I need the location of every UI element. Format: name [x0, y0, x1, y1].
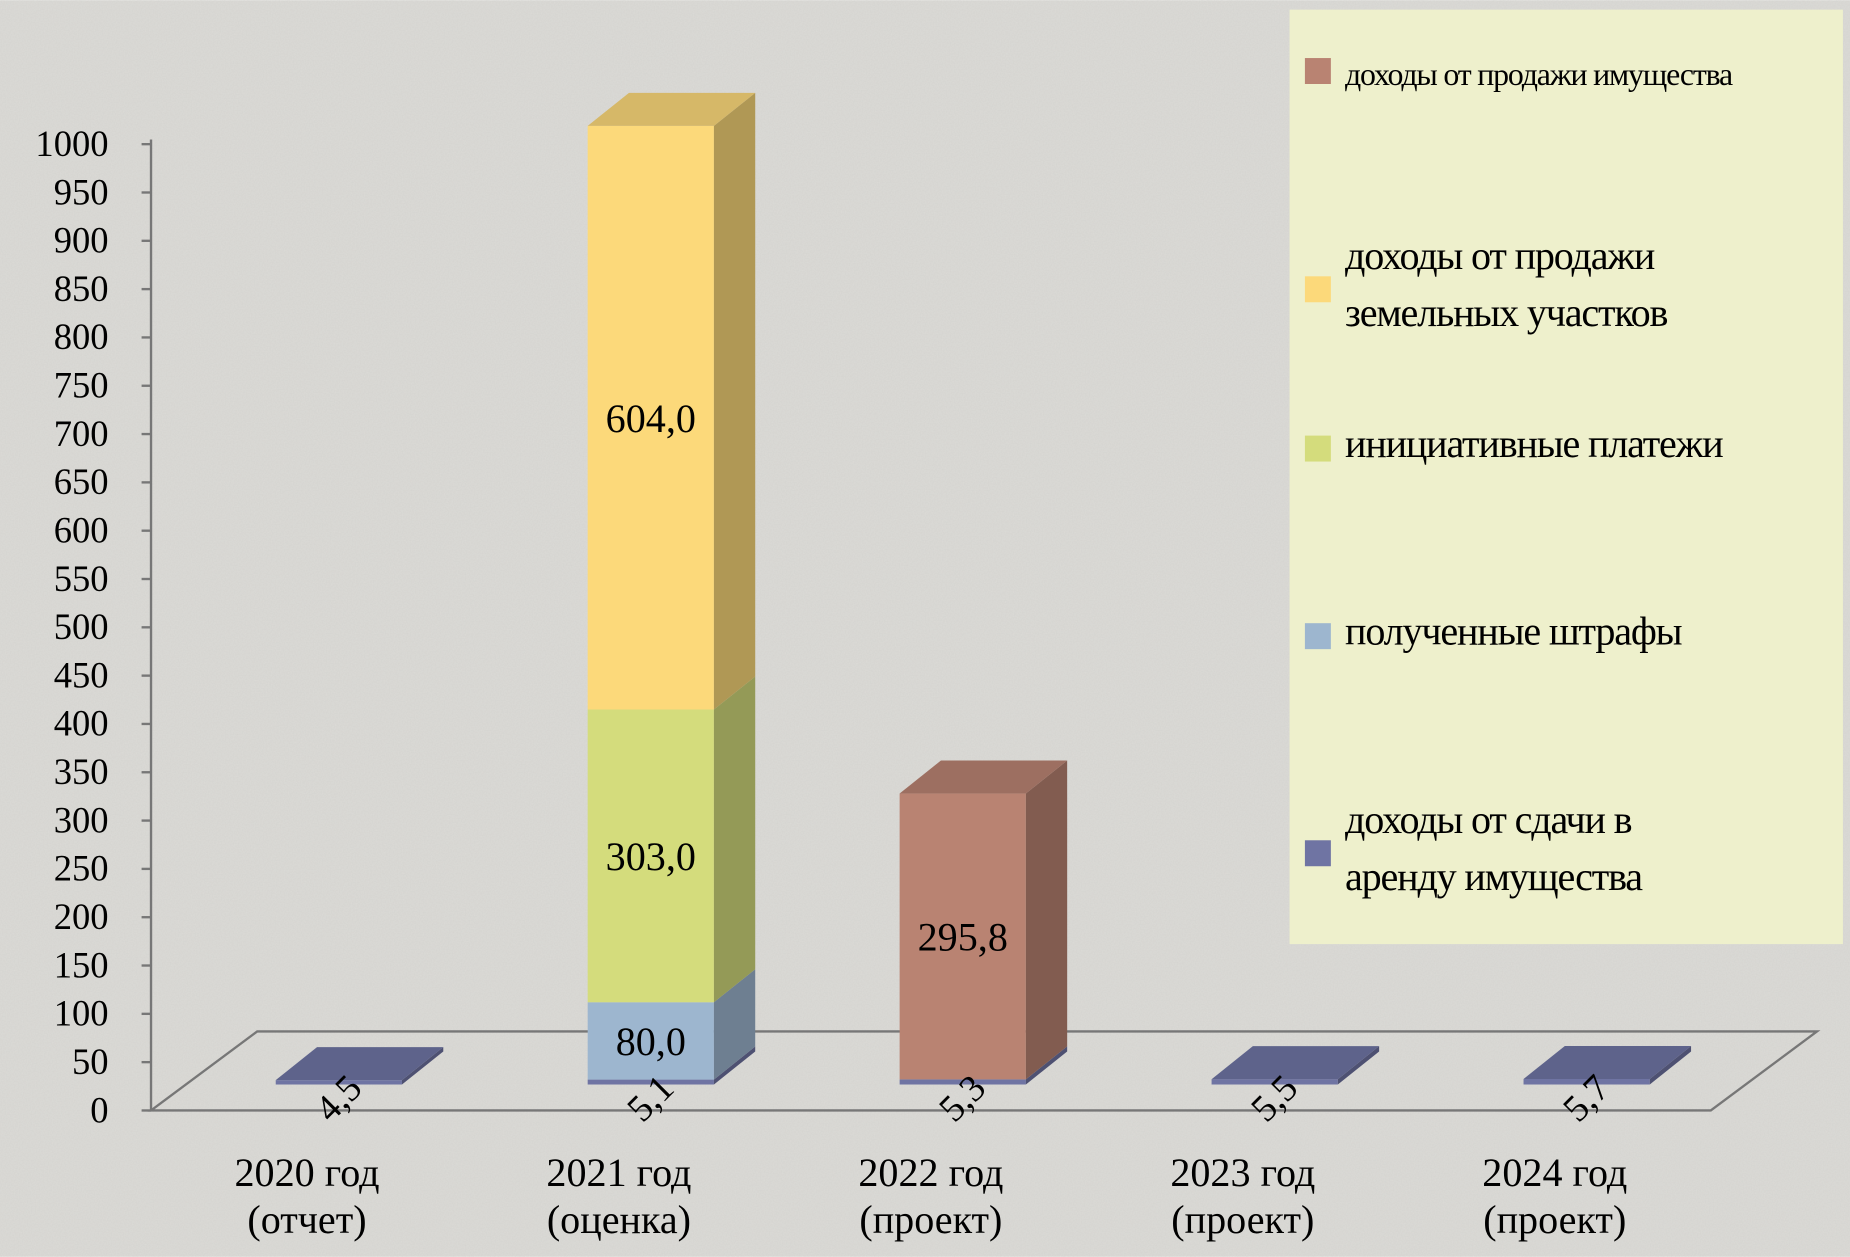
legend-label: доходы от продажи имущества [1345, 56, 1733, 93]
y-tick-label: 300 [54, 799, 109, 840]
bar-side [713, 969, 756, 1080]
y-tick-label: 200 [54, 896, 109, 937]
y-tick-label: 1000 [35, 123, 108, 164]
bar-top [587, 92, 756, 126]
bar-side [713, 676, 756, 1003]
bar-segment [899, 1079, 1026, 1085]
data-label: 604,0 [606, 396, 696, 441]
legend-label-box: полученные штрафы [1345, 610, 1683, 654]
bar-top [275, 1047, 444, 1081]
legend-swatch [1304, 58, 1331, 85]
bar-segment [587, 125, 714, 710]
y-tick-label: 500 [54, 606, 109, 647]
y-tick-label: 900 [54, 220, 109, 261]
legend-label-box: доходы от продажи земельных участков [1345, 235, 1668, 336]
bar-side [713, 1046, 756, 1085]
bar-segment [899, 793, 1026, 1080]
bar-top [899, 760, 1068, 794]
y-tick-label: 950 [54, 171, 109, 212]
legend-label-box: доходы от сдачи в аренду имущества [1345, 798, 1643, 900]
y-tick-label: 750 [54, 365, 109, 406]
bar-segment [275, 1080, 402, 1085]
bar-side [1025, 760, 1068, 1080]
legend-label-box: инициативные платежи [1345, 422, 1724, 467]
x-tick-label: 2024 год (проект) [1482, 1151, 1628, 1243]
bar-segment [587, 709, 714, 1003]
y-tick-label: 250 [54, 848, 109, 889]
y-tick-label: 0 [90, 1089, 108, 1130]
bar-top [1211, 1046, 1380, 1080]
x-tick-label-box: 2024 год (проект) [1482, 1151, 1628, 1243]
y-tick-label: 550 [54, 558, 109, 599]
y-tick-label: 850 [54, 268, 109, 309]
bar-side [713, 92, 756, 710]
x-tick-label: 2020 год (отчет) [234, 1151, 380, 1243]
y-tick-label: 150 [54, 944, 109, 985]
y-tick-label: 700 [54, 413, 109, 454]
data-label: 303,0 [606, 834, 696, 879]
bar-side [1025, 1046, 1068, 1085]
y-tick-label: 50 [72, 1041, 109, 1082]
x-tick-label: 2023 год (проект) [1170, 1151, 1316, 1243]
legend-label: доходы от сдачи в аренду имущества [1345, 798, 1643, 900]
bar-segment [1523, 1079, 1650, 1085]
bar-side [1337, 1046, 1380, 1085]
y-tick-label: 100 [54, 993, 109, 1034]
x-tick-label-box: 2021 год (оценка) [546, 1151, 692, 1243]
y-tick-label: 400 [54, 703, 109, 744]
bar-side [1649, 1045, 1692, 1085]
x-tick-label: 2021 год (оценка) [546, 1151, 692, 1243]
y-tick-label: 450 [54, 654, 109, 695]
bar-segment [587, 1002, 714, 1080]
bar-top [1523, 1045, 1692, 1080]
legend-swatch [1304, 276, 1331, 303]
y-tick-label: 800 [54, 316, 109, 357]
y-tick-label: 350 [54, 751, 109, 792]
legend-box [1289, 9, 1843, 945]
bar-segment [1211, 1079, 1338, 1085]
y-tick-label: 600 [54, 509, 109, 550]
x-tick-label-box: 2020 год (отчет) [234, 1151, 380, 1243]
legend-swatch [1304, 435, 1331, 462]
legend-swatch [1304, 840, 1331, 867]
data-label: 80,0 [616, 1019, 686, 1064]
x-tick-label-box: 2022 год (проект) [858, 1151, 1004, 1243]
legend-label: инициативные платежи [1345, 422, 1724, 467]
bar-side [401, 1047, 444, 1085]
legend-label-box: доходы от продажи имущества [1345, 56, 1733, 93]
legend-swatch [1304, 623, 1331, 650]
legend-label: полученные штрафы [1345, 610, 1683, 654]
x-tick-label-box: 2023 год (проект) [1170, 1151, 1316, 1243]
data-label: 295,8 [918, 915, 1008, 960]
y-tick-label: 650 [54, 461, 109, 502]
floor [147, 1030, 1821, 1112]
bar-segment [587, 1079, 714, 1085]
legend-label: доходы от продажи земельных участков [1345, 235, 1668, 336]
x-tick-label: 2022 год (проект) [858, 1151, 1004, 1243]
